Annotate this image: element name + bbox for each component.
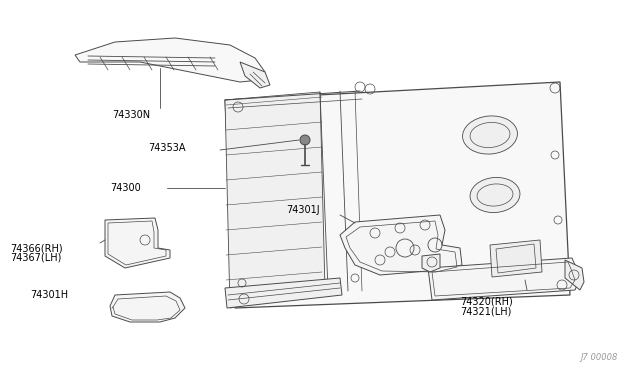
Ellipse shape bbox=[470, 177, 520, 212]
Text: 74320(RH): 74320(RH) bbox=[460, 297, 513, 307]
Text: 74367(LH): 74367(LH) bbox=[10, 253, 61, 263]
Ellipse shape bbox=[463, 116, 518, 154]
Polygon shape bbox=[422, 254, 440, 272]
Text: 74300: 74300 bbox=[110, 183, 141, 193]
Polygon shape bbox=[75, 38, 265, 82]
Polygon shape bbox=[490, 240, 542, 277]
Text: J7 00008: J7 00008 bbox=[580, 353, 618, 362]
Text: 74330N: 74330N bbox=[112, 110, 150, 120]
Polygon shape bbox=[240, 62, 270, 88]
Text: 74301J: 74301J bbox=[286, 205, 319, 215]
Polygon shape bbox=[225, 92, 325, 308]
Polygon shape bbox=[105, 218, 170, 268]
Circle shape bbox=[300, 135, 310, 145]
Polygon shape bbox=[225, 82, 570, 308]
Polygon shape bbox=[110, 292, 185, 322]
Polygon shape bbox=[340, 215, 462, 275]
Text: 74366(RH): 74366(RH) bbox=[10, 243, 63, 253]
Text: 74301H: 74301H bbox=[30, 290, 68, 300]
Polygon shape bbox=[225, 278, 342, 308]
Polygon shape bbox=[565, 260, 584, 290]
Polygon shape bbox=[428, 258, 580, 300]
Text: 74353A: 74353A bbox=[148, 143, 186, 153]
Text: 74321(LH): 74321(LH) bbox=[460, 307, 511, 317]
